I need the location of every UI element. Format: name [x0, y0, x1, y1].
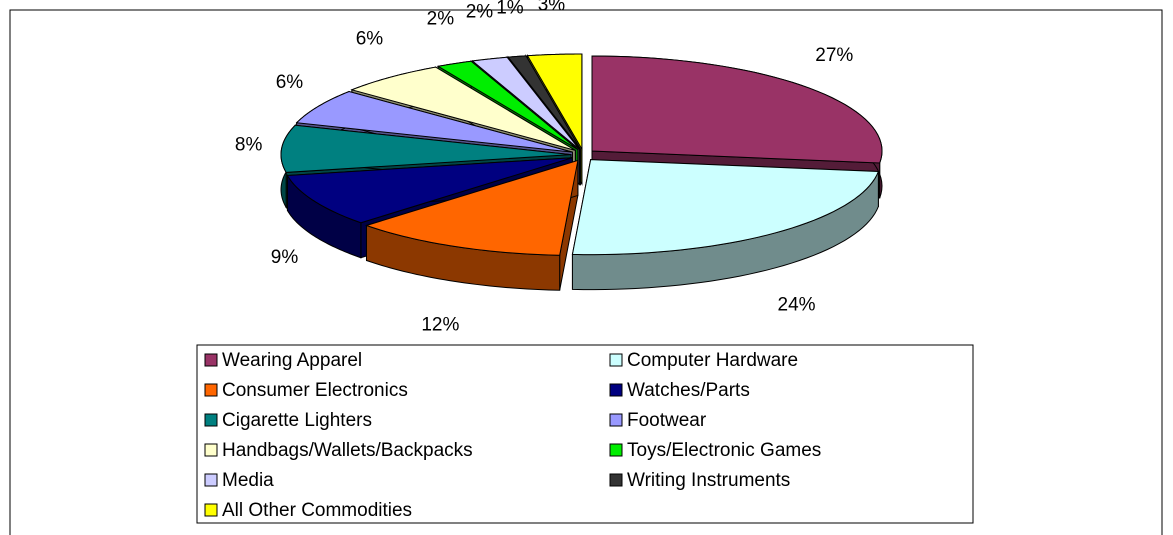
legend-label: Handbags/Wallets/Backpacks: [222, 440, 473, 461]
slice: [436, 60, 579, 151]
legend-swatch: [204, 413, 218, 427]
legend-swatch: [609, 473, 623, 487]
data-label: 12%: [421, 315, 459, 336]
slice: [364, 159, 579, 256]
legend-swatch: [204, 473, 218, 487]
slice: [350, 66, 576, 151]
slice: [280, 124, 572, 173]
slice: [526, 53, 583, 151]
legend-label: Watches/Parts: [627, 380, 750, 401]
legend-box: [196, 344, 974, 524]
legend-label: All Other Commodities: [222, 500, 412, 521]
legend-swatch: [204, 383, 218, 397]
slice: [471, 56, 580, 150]
legend-swatch: [204, 353, 218, 367]
slice: [295, 91, 573, 153]
legend-label: Computer Hardware: [627, 350, 798, 371]
data-label: 3%: [538, 0, 566, 16]
data-label: 24%: [778, 295, 816, 316]
legend-swatch: [609, 443, 623, 457]
legend-label: Toys/Electronic Games: [627, 440, 821, 461]
legend-swatch: [609, 413, 623, 427]
data-label: 8%: [235, 135, 263, 156]
slice: [507, 55, 581, 150]
slice-tops: [280, 53, 883, 256]
legend-label: Media: [222, 470, 274, 491]
legend-label: Cigarette Lighters: [222, 410, 372, 431]
data-label: 2%: [466, 1, 494, 22]
legend-label: Consumer Electronics: [222, 380, 408, 401]
legend-swatch: [204, 443, 218, 457]
data-label: 27%: [815, 45, 853, 66]
legend-label: Footwear: [627, 410, 707, 431]
slice: [286, 157, 573, 224]
legend-label: Wearing Apparel: [222, 350, 362, 371]
chart-frame: [9, 9, 1163, 535]
data-label: 1%: [496, 0, 524, 19]
legend-label: Writing Instruments: [627, 470, 790, 491]
data-label: 6%: [276, 72, 304, 93]
legend-swatch: [609, 353, 623, 367]
data-label: 2%: [427, 8, 455, 29]
data-label: 6%: [356, 28, 384, 49]
legend-swatch: [204, 503, 218, 517]
slice: [571, 159, 880, 256]
slice: [591, 55, 883, 164]
data-label: 9%: [271, 247, 299, 268]
legend-swatch: [609, 383, 623, 397]
